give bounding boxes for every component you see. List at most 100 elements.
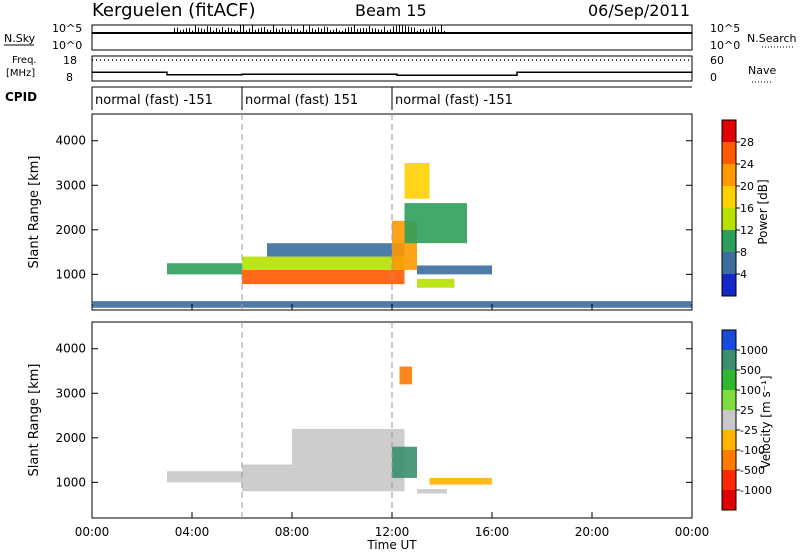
data-cell: [167, 471, 242, 483]
data-cell: [167, 263, 242, 275]
data-cell: [404, 163, 430, 199]
y-tick-label: 3000: [55, 386, 86, 400]
nsky-tick-top: 10^5: [52, 22, 82, 35]
colorbar-tick-label: 25: [740, 404, 754, 417]
colorbar-tick-label: 24: [740, 158, 754, 171]
y-tick-label: 1000: [55, 475, 86, 489]
colorbar-swatch: [722, 490, 736, 510]
x-tick-label: 16:00: [475, 525, 510, 539]
freq-label: Freq.: [12, 55, 37, 66]
velocity-ylabel: Slant Range [km]: [27, 364, 42, 477]
y-tick-label: 1000: [55, 267, 86, 281]
colorbar-swatch: [722, 330, 736, 350]
colorbar-tick-label: 500: [740, 364, 761, 377]
data-cell: [417, 489, 447, 494]
power-ylabel: Slant Range [km]: [27, 156, 42, 269]
data-cell: [242, 269, 405, 285]
power-axes: 1000 2000 3000 4000: [55, 114, 693, 310]
colorbar-frame: [721, 329, 737, 511]
data-cell: [267, 243, 405, 257]
colorbar-swatch: [722, 208, 736, 230]
x-tick-label: 20:00: [575, 525, 610, 539]
colorbar-tick-label: -500: [740, 464, 765, 477]
nave-label: Nave: [748, 64, 776, 77]
nsearch-tick-top: 10^5: [710, 22, 740, 35]
y-tick-label: 4000: [55, 134, 86, 148]
colorbar-swatch: [722, 410, 736, 430]
x-tick-label: 04:00: [175, 525, 210, 539]
colorbar-swatch: [722, 142, 736, 164]
time-axis: 00:00 04:00 08:00 12:00 16:00 20:00 00:00: [75, 525, 710, 539]
velocity-colorbar-label: Velocity [m s⁻¹]: [759, 375, 773, 468]
power-colorbar-label: Power [dB]: [756, 179, 770, 244]
cpid-segment-label: normal (fast) -151: [395, 93, 513, 108]
colorbar-swatch: [722, 470, 736, 490]
x-tick-label: 08:00: [275, 525, 310, 539]
data-cell: [404, 203, 467, 244]
velocity-colorbar: 1000 500 100 25 -25 -100 -500 -1000: [721, 329, 772, 511]
colorbar-swatch: [722, 390, 736, 410]
power-colorbar: 28 24 20 16 12 8 4: [721, 119, 754, 297]
data-cell: [429, 477, 492, 485]
colorbar-tick-label: 28: [740, 136, 754, 149]
cpid-label: CPID: [5, 90, 37, 104]
colorbar-tick-label: -25: [740, 424, 758, 437]
beam-title: Beam 15: [355, 1, 427, 20]
data-cell: [417, 265, 492, 275]
data-cell: [392, 446, 417, 478]
freq-unit-label: [MHz]: [6, 68, 35, 79]
nsky-label: N.Sky: [4, 32, 36, 45]
time-axis-label: Time UT: [366, 538, 417, 552]
x-tick-label: 12:00: [375, 525, 410, 539]
freq-series: [92, 71, 692, 76]
data-cell: [417, 278, 455, 288]
nsky-panel-frame: [91, 24, 693, 51]
colorbar-swatch: [722, 252, 736, 274]
nave-tick-bottom: 0: [710, 71, 717, 84]
colorbar-tick-label: -1000: [740, 484, 772, 497]
freq-tick-bottom: 8: [66, 71, 73, 84]
velocity-axes: 1000 2000 3000 4000: [55, 322, 693, 518]
freq-tick-top: 18: [63, 54, 77, 67]
nsky-spikes: [174, 25, 445, 33]
date-title: 06/Sep/2011: [588, 1, 690, 20]
colorbar-tick-label: 16: [740, 202, 754, 215]
colorbar-tick-label: 100: [740, 384, 761, 397]
x-tick-label: 00:00: [675, 525, 710, 539]
data-cell: [292, 428, 405, 465]
colorbar-tick-label: 12: [740, 224, 754, 237]
colorbar-swatch: [722, 164, 736, 186]
colorbar-tick-label: 1000: [740, 344, 768, 357]
colorbar-tick-label: 4: [740, 268, 747, 281]
colorbar-tick-label: 20: [740, 180, 754, 193]
colorbar-swatch: [722, 450, 736, 470]
freq-panel-frame: [91, 55, 693, 82]
colorbar-tick-label: 8: [740, 246, 747, 259]
y-tick-label: 2000: [55, 223, 86, 237]
station-title: Kerguelen (fitACF): [92, 0, 256, 21]
data-cell: [242, 256, 405, 270]
data-cell: [399, 366, 412, 385]
colorbar-tick-label: -100: [740, 444, 765, 457]
colorbar-swatch: [722, 186, 736, 208]
colorbar-swatch: [722, 230, 736, 252]
nsky-tick-bottom: 10^0: [52, 39, 82, 52]
colorbar-swatch: [722, 350, 736, 370]
nsearch-tick-bottom: 10^0: [710, 39, 740, 52]
y-tick-label: 3000: [55, 178, 86, 192]
colorbar-swatch: [722, 274, 736, 296]
data-cell: [242, 464, 405, 492]
x-tick-label: 00:00: [75, 525, 110, 539]
colorbar-swatch: [722, 370, 736, 390]
velocity-heatmap-cells: [167, 366, 492, 494]
nave-tick-top: 60: [710, 54, 724, 67]
cpid-segment-label: normal (fast) -151: [95, 93, 213, 108]
colorbar-swatch: [722, 430, 736, 450]
cpid-segments: normal (fast) -151 normal (fast) 151 norma…: [91, 87, 513, 110]
y-tick-label: 4000: [55, 342, 86, 356]
cpid-segment-label: normal (fast) 151: [245, 93, 358, 108]
y-tick-label: 2000: [55, 431, 86, 445]
colorbar-swatch: [722, 120, 736, 142]
nsearch-label: N.Search: [747, 32, 797, 45]
